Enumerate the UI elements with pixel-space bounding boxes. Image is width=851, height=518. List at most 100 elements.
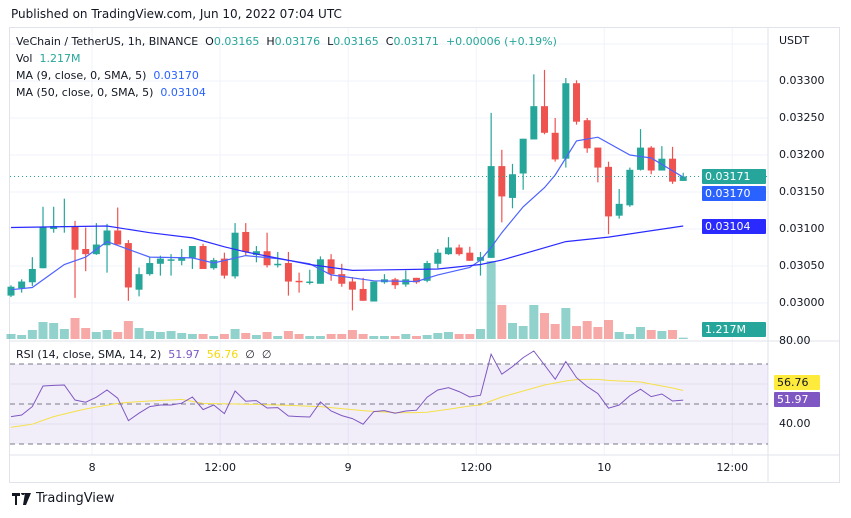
time-tick-label: 12:00: [716, 461, 749, 474]
legend-ma9[interactable]: MA (9, close, 0, SMA, 5) 0.03170: [16, 69, 199, 82]
candle-up: [103, 230, 111, 246]
candle-up: [7, 286, 15, 296]
candle-down: [391, 279, 399, 286]
volume-bar: [251, 335, 261, 339]
candle-down: [242, 231, 250, 252]
legend-ohlc: VeChain / TetherUS, 1h, BINANCE O0.03165…: [16, 35, 557, 48]
close-value: 0.03171: [393, 35, 439, 48]
rsi-sma-line: [10, 378, 684, 428]
candle-down: [647, 147, 655, 171]
volume-bar: [262, 332, 272, 339]
candle-up: [306, 281, 314, 284]
volume-bar: [646, 330, 656, 339]
candle-down: [71, 226, 79, 250]
ma9-value: 0.03170: [153, 69, 199, 82]
legend-ma50[interactable]: MA (50, close, 0, SMA, 5) 0.03104: [16, 86, 206, 99]
legend-volume[interactable]: Vol 1.217M: [16, 52, 80, 65]
volume-bar: [572, 326, 582, 339]
volume-bar: [604, 320, 614, 339]
volume-bar: [657, 331, 667, 339]
volume-bar: [636, 327, 646, 339]
volume-bar: [593, 327, 603, 339]
volume-bar: [337, 334, 347, 339]
volume-value: 1.217M: [39, 52, 81, 65]
volume-bar: [540, 313, 549, 339]
candle-up: [178, 257, 186, 261]
volume-bar: [668, 330, 678, 339]
low-label: L: [327, 35, 334, 48]
volume-bar: [49, 323, 59, 339]
volume-bar: [433, 333, 443, 339]
volume-bar: [230, 329, 240, 339]
candle-up: [562, 83, 570, 159]
volume-bar: [187, 334, 197, 339]
candle-up: [434, 252, 442, 264]
volume-bar: [198, 334, 208, 339]
currency-label[interactable]: USDT: [779, 34, 810, 47]
ma50-value: 0.03104: [160, 86, 206, 99]
candle-down: [551, 132, 559, 160]
candle-up: [146, 263, 154, 275]
candle-down: [220, 258, 228, 276]
high-value: 0.03176: [274, 35, 321, 48]
price-tick-label: 0.03200: [779, 148, 825, 161]
volume-bar: [625, 334, 635, 339]
volume-bar: [422, 335, 432, 339]
candle-down: [583, 120, 591, 149]
volume-bar: [283, 331, 293, 339]
volume-bar: [411, 336, 421, 339]
rsi-tick-80: 80.00: [779, 334, 811, 347]
rsi-label: RSI (14, close, SMA, 14, 2): [16, 348, 162, 361]
candle-down: [327, 259, 335, 275]
candle-up: [637, 147, 645, 170]
candle-up: [210, 260, 218, 269]
volume-bar: [123, 321, 133, 339]
ma9-line: [10, 136, 684, 291]
volume-bar: [518, 326, 528, 339]
volume-bar: [401, 334, 411, 339]
candle-down: [455, 247, 463, 255]
brand-name: TradingView: [36, 491, 115, 506]
published-caption: Published on TradingView.com, Jun 10, 20…: [11, 7, 342, 21]
volume-bar: [390, 336, 400, 339]
volume-bar: [155, 332, 165, 339]
volume-bar: [166, 331, 176, 339]
low-value: 0.03165: [333, 35, 379, 48]
volume-bar: [497, 305, 507, 339]
time-tick-label: 8: [88, 461, 96, 474]
rsi-tag: 51.97: [774, 392, 820, 407]
symbol-title[interactable]: VeChain / TetherUS, 1h, BINANCE: [16, 35, 199, 48]
candle-down: [338, 274, 346, 284]
volume-bar: [219, 334, 229, 339]
candle-down: [594, 147, 602, 168]
volume-bar: [315, 336, 325, 339]
footer-brand[interactable]: TradingView: [12, 491, 115, 506]
candle-up: [519, 138, 527, 174]
ma50-line: [10, 225, 684, 272]
ma9-label: MA (9, close, 0, SMA, 5): [16, 69, 147, 82]
candle-up: [50, 226, 58, 229]
volume-bar: [241, 333, 251, 339]
volume-bar: [443, 332, 453, 339]
volume-bar: [486, 261, 496, 339]
tradingview-logo-icon: [12, 492, 31, 505]
candle-up: [530, 106, 538, 140]
volume-bar: [475, 329, 485, 339]
volume-bar: [70, 318, 80, 339]
time-tick-label: 12:00: [460, 461, 493, 474]
volume-bar: [465, 334, 475, 339]
candle-up: [274, 263, 282, 266]
candle-up: [626, 169, 634, 206]
volume-bar: [38, 322, 48, 339]
price-tick-label: 0.03150: [779, 185, 825, 198]
candle-up: [135, 274, 143, 290]
high-label: H: [266, 35, 275, 48]
volume-bar: [454, 334, 464, 339]
legend-rsi[interactable]: RSI (14, close, SMA, 14, 2) 51.97 56.76 …: [16, 348, 271, 361]
candle-down: [199, 246, 207, 269]
rsi-value: 51.97: [168, 348, 200, 361]
volume-bar: [582, 321, 592, 339]
candle-up: [316, 259, 324, 284]
